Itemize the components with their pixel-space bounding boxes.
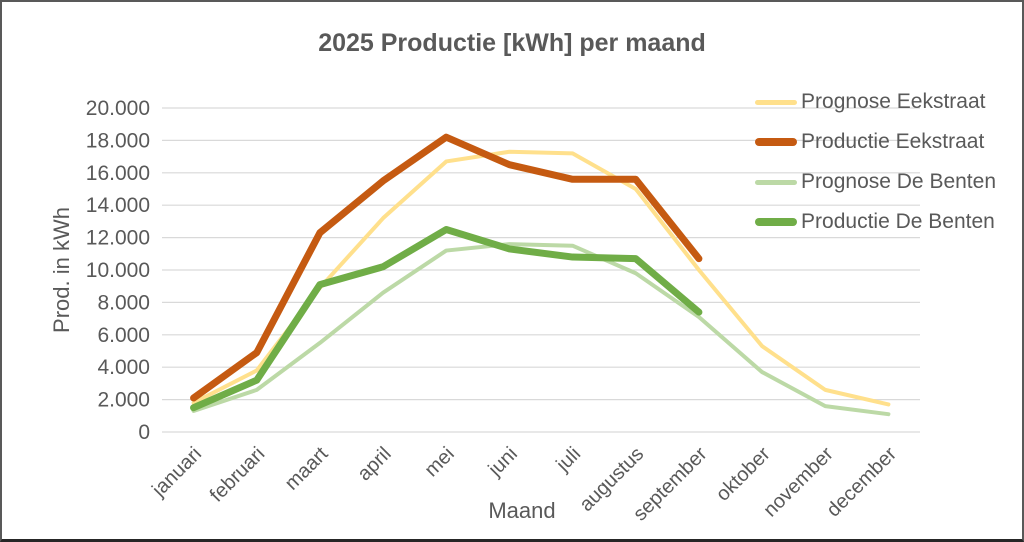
y-tick-label: 12.000: [86, 227, 150, 250]
chart-legend: Prognose Eekstraat Productie Eekstraat Pro…: [755, 90, 996, 234]
y-tick-label: 0: [138, 421, 150, 444]
chart-title: 2025 Productie [kWh] per maand: [318, 29, 706, 57]
y-tick-label: 10.000: [86, 259, 150, 282]
legend-label: Productie Eekstraat: [801, 130, 985, 153]
series-line-productie-eekstraat: [190, 133, 703, 402]
y-tick-label: 8.000: [97, 291, 150, 314]
legend-label: Prognose Eekstraat: [801, 90, 986, 113]
x-tick-label: juni: [484, 443, 522, 481]
x-tick-label: december: [823, 443, 902, 522]
y-tick-label: 16.000: [86, 162, 150, 185]
legend-item: Prognose De Benten: [755, 170, 996, 194]
x-tick-label: maart: [281, 443, 333, 495]
y-tick-label: 2.000: [97, 389, 150, 412]
legend-label: Prognose De Benten: [801, 170, 996, 193]
y-tick-label: 20.000: [86, 97, 150, 120]
x-tick-label: mei: [420, 443, 458, 481]
legend-swatch: [755, 138, 798, 146]
series-line-prognose-de-benten: [191, 242, 891, 417]
legend-item: Productie De Benten: [755, 210, 996, 234]
x-axis-title: Maand: [488, 498, 556, 523]
legend-swatch: [755, 179, 798, 185]
legend-item: Productie Eekstraat: [755, 130, 996, 154]
x-tick-label: januari: [147, 443, 206, 502]
x-tick-label: april: [353, 443, 395, 485]
x-tick-label: februari: [206, 443, 270, 507]
legend-item: Prognose Eekstraat: [755, 90, 996, 114]
legend-swatch: [755, 218, 798, 226]
y-tick-label: 18.000: [86, 129, 150, 152]
x-tick-label: oktober: [712, 443, 775, 506]
y-tick-label: 4.000: [97, 356, 150, 379]
x-tick-label: juli: [552, 443, 586, 477]
y-tick-label: 14.000: [86, 194, 150, 217]
series-line-productie-de-benten: [190, 226, 703, 412]
legend-swatch: [755, 99, 798, 105]
legend-label: Productie De Benten: [801, 210, 995, 233]
y-tick-label: 6.000: [97, 324, 150, 347]
